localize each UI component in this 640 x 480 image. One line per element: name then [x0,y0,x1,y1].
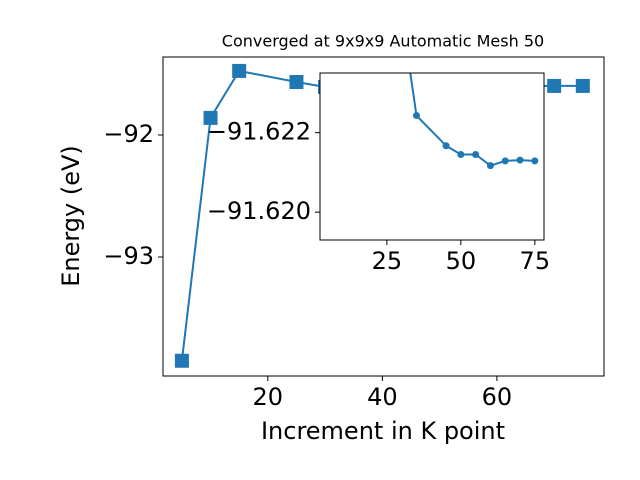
marker [501,157,509,165]
marker [486,162,494,170]
y-tick-label: −91.622 [207,118,311,146]
y-axis-label: Energy (eV) [57,145,85,287]
marker [575,78,590,93]
x-tick-label: 25 [372,247,403,275]
marker [442,142,450,150]
chart-title: Converged at 9x9x9 Automatic Mesh 50 [222,32,544,51]
marker [531,157,539,165]
y-tick-label: −92 [103,120,154,148]
x-tick-label: 20 [253,383,284,411]
marker [289,75,304,90]
plot-area [320,73,544,240]
marker [516,156,524,164]
marker [457,151,465,159]
marker [203,110,218,125]
axes-frame [162,56,605,377]
marker [472,151,480,159]
x-axis-label: Increment in K point [261,417,505,445]
x-tick-label: 50 [446,247,477,275]
axes: 25 50 75 −91.622 −91.620 [207,10,551,275]
x-tick-label: 40 [367,383,398,411]
x-tick-label: 75 [520,247,551,275]
y-tick-label: −91.620 [207,197,311,225]
axes-frame [319,72,545,241]
x-tick-label: 60 [482,383,513,411]
marker [232,63,247,78]
marker [398,10,405,17]
y-tick-label: −93 [103,242,154,270]
marker [174,353,189,368]
marker [412,112,420,120]
marker [547,78,562,93]
